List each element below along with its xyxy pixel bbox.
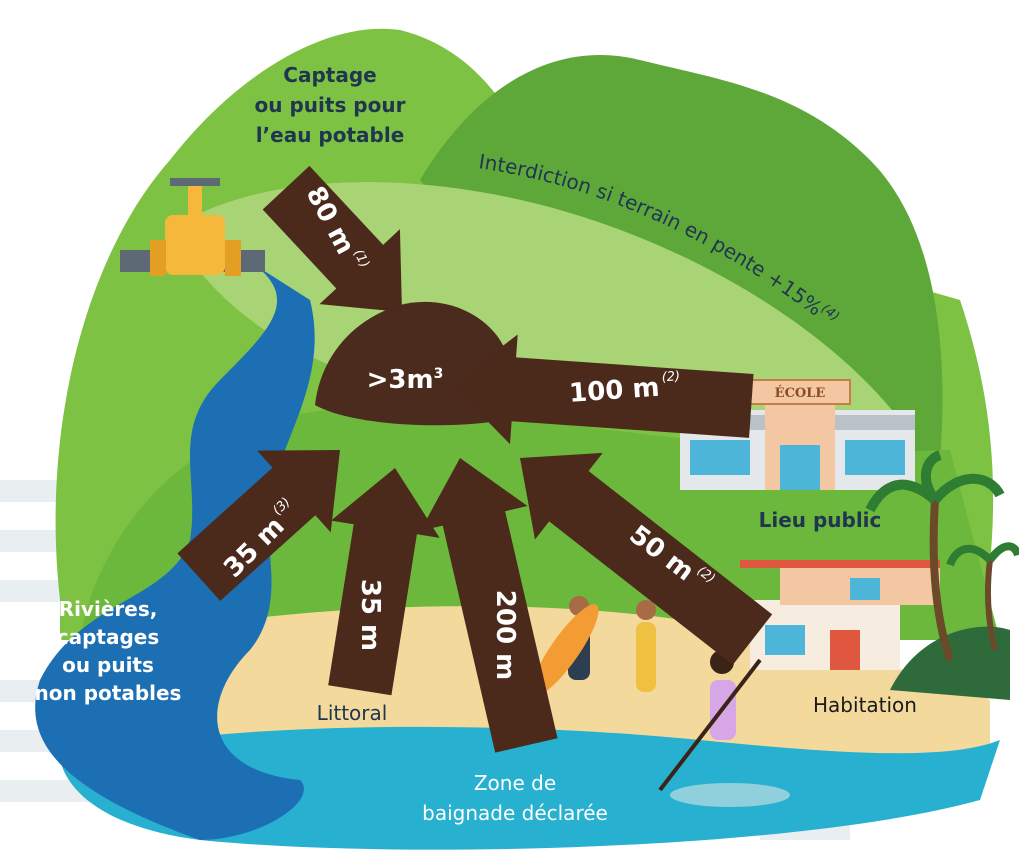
school-sign: ÉCOLE <box>775 385 826 401</box>
house-label: Habitation <box>813 693 917 717</box>
bathing-zone-label: baignade déclarée <box>422 801 608 825</box>
rivers-label: captages <box>57 625 160 649</box>
arrow-distance: 35 m <box>356 579 386 651</box>
rivers-label: non potables <box>35 681 182 705</box>
distance-note: (2) <box>661 369 680 385</box>
bathing-zone-label: Zone de <box>474 771 556 795</box>
coast-label: Littoral <box>317 701 388 725</box>
distance-value: 100 m <box>568 372 660 408</box>
illustration: ÉCOLE 80 m(1)100 m(2)35 m(3)35 m200 m50 … <box>0 0 1019 862</box>
pile-volume: >3m <box>367 365 434 395</box>
pile-exponent: 3 <box>434 366 444 382</box>
drinking-source-label: l’eau potable <box>256 123 405 147</box>
drinking-source-label: Captage <box>283 63 376 87</box>
arrow-distance: 200 m <box>491 590 521 680</box>
rivers-label: ou puits <box>62 653 154 677</box>
public-place-label: Lieu public <box>759 508 882 532</box>
distance-value: 200 m <box>491 590 521 680</box>
distance-value: 35 m <box>356 579 386 651</box>
pile-label: >3m3 <box>367 365 444 395</box>
rivers-label: Rivières, <box>59 597 158 621</box>
drinking-source-label: ou puits pour <box>255 93 406 117</box>
